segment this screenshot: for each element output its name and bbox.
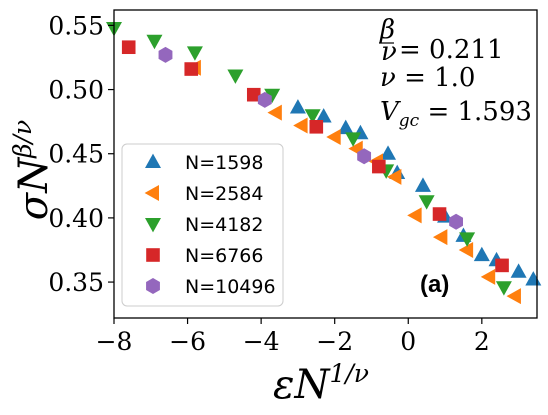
data-point	[414, 177, 431, 192]
data-point	[458, 241, 474, 258]
svg-text:β: β	[379, 15, 395, 45]
data-point	[337, 119, 354, 135]
legend-item: N=2584	[144, 183, 264, 205]
data-point	[495, 258, 509, 273]
data-point	[309, 119, 324, 134]
data-point	[246, 87, 261, 102]
x-tick-label: 2	[474, 327, 490, 356]
data-point	[525, 271, 542, 286]
legend-label: N=2584	[185, 183, 264, 205]
legend-item: N=4182	[145, 214, 264, 236]
legend-box	[121, 143, 284, 307]
annotation-vgc: Vgc = 1.593	[380, 97, 532, 131]
x-tick-label: −4	[243, 327, 280, 356]
data-point	[264, 88, 281, 104]
data-point	[357, 148, 372, 165]
svg-text:ν = 1.0: ν = 1.0	[380, 63, 475, 93]
data-point	[121, 40, 136, 55]
svg-text:εN1/ν: εN1/ν	[273, 359, 369, 408]
legend: N=1598 N=2584 N=4182 N=6766 N=10496	[121, 143, 284, 307]
data-point	[345, 132, 362, 147]
legend-item: N=1598	[145, 152, 264, 174]
data-point	[289, 99, 306, 114]
legend-label: N=1598	[185, 152, 264, 174]
data-point	[432, 229, 448, 246]
legend-marker	[146, 248, 160, 262]
y-axis-label: σNβ/ν	[8, 120, 57, 220]
legend-label: N=10496	[185, 276, 276, 298]
data-point	[267, 104, 282, 121]
legend-label: N=4182	[185, 214, 264, 236]
data-point	[372, 159, 386, 174]
svg-text:Vgc = 1.593: Vgc = 1.593	[380, 97, 532, 131]
legend-marker	[146, 278, 160, 294]
data-point	[293, 117, 308, 134]
y-tick-label: 0.50	[48, 76, 104, 105]
x-axis-label: εN1/ν	[273, 359, 369, 408]
legend-marker	[144, 185, 159, 201]
data-point	[158, 46, 173, 63]
data-point	[510, 263, 527, 278]
legend-marker	[145, 218, 161, 233]
data-point	[407, 207, 422, 224]
x-tick-label: −2	[316, 327, 353, 356]
x-tick-label: −8	[96, 327, 133, 356]
parameter-annotations: β ν = 0.211 ν = 1.0 Vgc = 1.593	[379, 15, 532, 131]
annotation-nu: ν = 1.0	[380, 63, 475, 93]
y-tick-label: 0.40	[48, 204, 104, 233]
axes-frame	[113, 9, 538, 319]
series-n-10496	[158, 46, 464, 230]
svg-text:= 0.211: = 0.211	[399, 35, 503, 65]
data-point	[386, 168, 402, 185]
data-point	[227, 69, 244, 84]
panel-label: (a)	[420, 271, 449, 298]
x-tick-label: 0	[400, 327, 416, 356]
legend-item: N=10496	[146, 276, 276, 298]
data-point	[184, 62, 199, 76]
data-point	[326, 129, 341, 146]
plot-area	[106, 21, 542, 305]
data-point	[495, 281, 512, 296]
data-point	[418, 195, 435, 210]
y-axis: 0.35 0.40 0.45 0.50 0.55	[48, 11, 114, 297]
data-point	[449, 213, 464, 230]
x-tick-label: −6	[169, 327, 206, 356]
legend-marker	[145, 153, 161, 168]
legend-label: N=6766	[185, 245, 264, 267]
data-point	[480, 268, 496, 285]
y-tick-label: 0.55	[48, 11, 104, 40]
legend-item: N=6766	[146, 245, 264, 267]
annotation-beta-over-nu: β ν = 0.211	[379, 15, 503, 67]
y-tick-label: 0.35	[48, 268, 104, 297]
data-point	[257, 91, 272, 108]
data-point	[506, 288, 521, 305]
data-point	[380, 145, 397, 160]
data-point	[473, 246, 490, 262]
series-n-6766	[121, 40, 509, 273]
data-point	[315, 108, 332, 123]
y-tick-label: 0.45	[48, 140, 104, 169]
x-axis: −8 −6 −4 −2 0 2	[96, 318, 490, 356]
svg-text:ν: ν	[381, 37, 397, 67]
data-point	[459, 232, 476, 247]
data-point	[146, 34, 163, 50]
data-point	[432, 207, 447, 221]
svg-text:σNβ/ν: σNβ/ν	[8, 120, 57, 220]
data-point	[304, 109, 321, 124]
data-point	[186, 46, 203, 61]
